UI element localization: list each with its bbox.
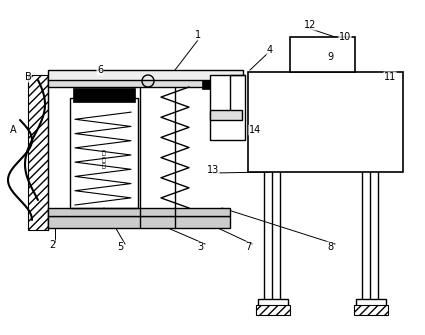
Bar (48, 216, 230, 228)
Bar (210, 75, 245, 140)
Bar (28, 75, 48, 230)
Text: 2: 2 (49, 240, 55, 250)
Text: A: A (10, 125, 16, 135)
Bar (248, 72, 403, 172)
Text: 5: 5 (117, 242, 123, 252)
Bar (70, 98, 138, 208)
Bar (354, 305, 388, 315)
Text: 14: 14 (249, 125, 261, 135)
Bar (48, 75, 233, 87)
Text: B: B (25, 72, 31, 82)
Text: 8: 8 (327, 242, 333, 252)
Text: 6: 6 (97, 65, 103, 75)
Text: 磁
感
线: 磁 感 线 (102, 151, 106, 169)
Text: 4: 4 (267, 45, 273, 55)
Bar (210, 110, 242, 120)
Bar (258, 299, 288, 307)
Text: 1: 1 (195, 30, 201, 40)
Bar (48, 70, 243, 80)
Text: 9: 9 (327, 52, 333, 62)
Bar (290, 37, 355, 72)
Bar (48, 208, 230, 216)
Bar (356, 299, 386, 307)
Bar (256, 305, 290, 315)
Text: 10: 10 (339, 32, 351, 42)
Text: 11: 11 (384, 72, 396, 82)
Bar (202, 71, 222, 89)
Bar (73, 88, 135, 102)
Text: 3: 3 (197, 242, 203, 252)
Text: 12: 12 (304, 20, 316, 30)
Text: 13: 13 (207, 165, 219, 175)
Text: 7: 7 (245, 242, 251, 252)
